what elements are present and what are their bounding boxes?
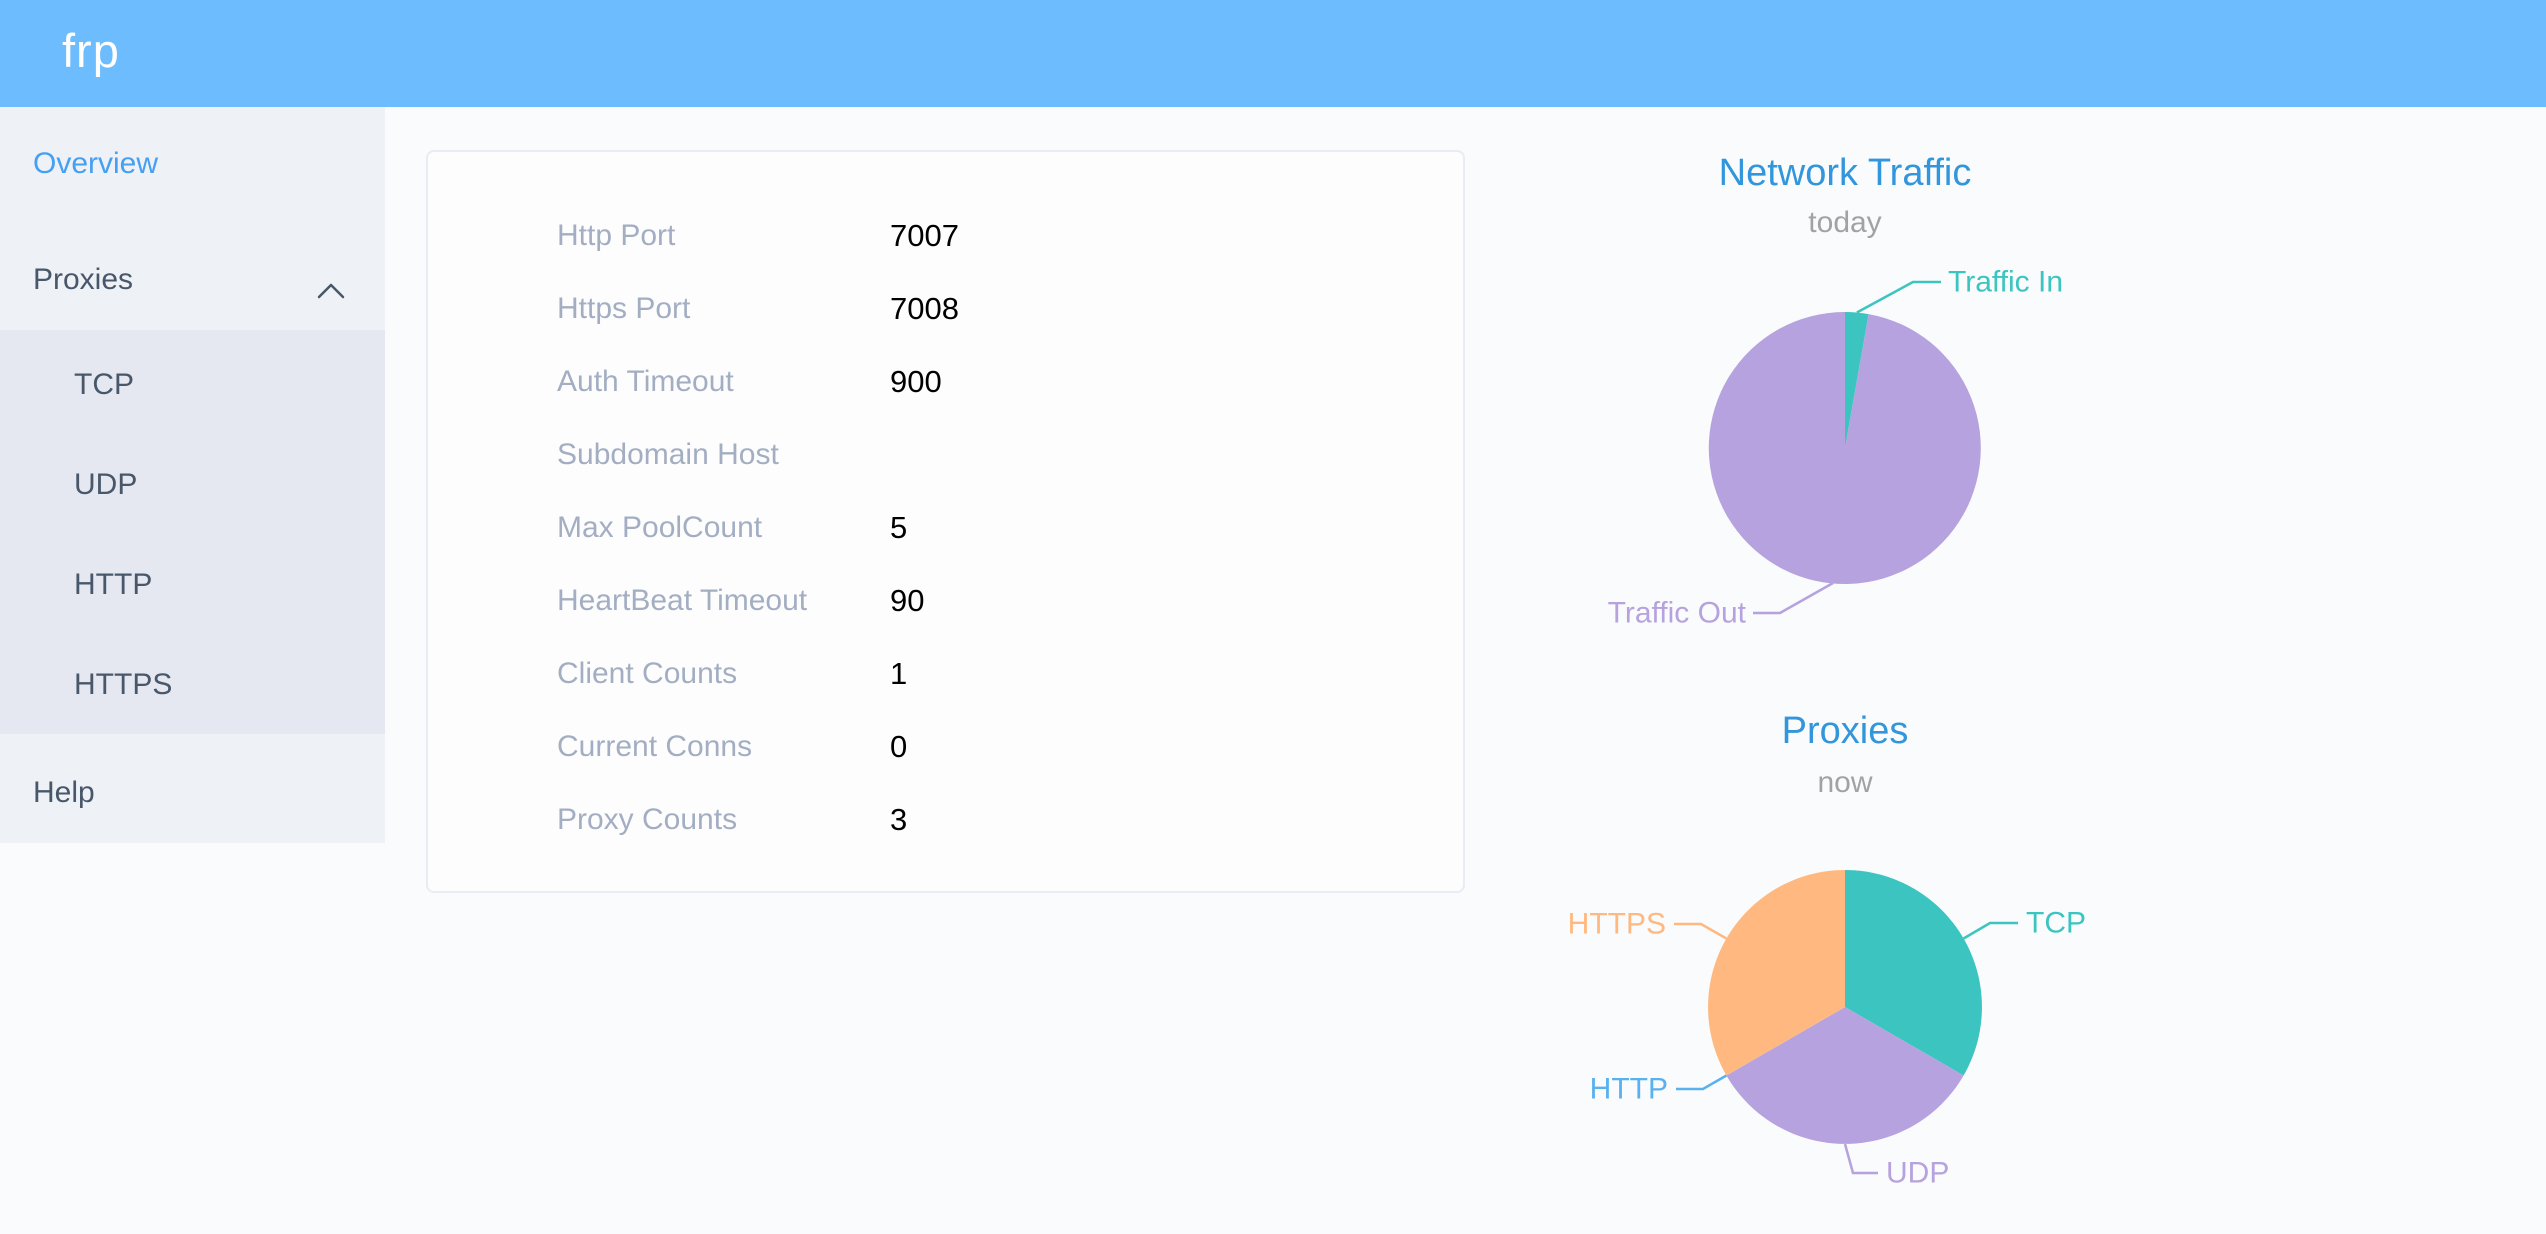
proxies-chart: Proxies now TCP UDP HTTP HTTPS [1535, 0, 2155, 1234]
network-traffic-chart: Network Traffic today Traffic In Traffic… [1535, 0, 2155, 700]
pie-slice-udp[interactable] [1726, 1007, 1964, 1144]
label-line-traffic-in [1856, 280, 1941, 314]
network-traffic-pie: Traffic In Traffic Out [1608, 266, 2063, 630]
sidebar-submenu-proxies: TCP UDP HTTP HTTPS [0, 330, 385, 734]
label-line-http [1676, 1074, 1728, 1091]
sidebar-item-overview[interactable]: Overview [0, 131, 385, 197]
sidebar-item-https[interactable]: HTTPS [0, 652, 385, 718]
app-header: frp [0, 0, 2546, 107]
label-line-udp [1843, 1143, 1878, 1175]
pie-slice-https[interactable] [1708, 870, 1845, 1076]
field-value: 7007 [890, 217, 959, 253]
field-value: 1 [890, 655, 908, 691]
server-info-card: Http Port 7007 Https Port 7008 Auth Time… [426, 150, 1465, 893]
server-info-row: HeartBeat Timeout 90 [428, 564, 1463, 637]
sidebar-item-label: UDP [74, 468, 138, 501]
field-label: Auth Timeout [557, 364, 734, 398]
field-label: Http Port [557, 218, 676, 252]
pie-slice-traffic-out[interactable] [1708, 311, 1981, 584]
field-value: 5 [890, 509, 908, 545]
server-info-row: Client Counts 1 [428, 637, 1463, 710]
pie-slice-traffic-in[interactable] [1845, 312, 1869, 448]
field-label: HeartBeat Timeout [557, 583, 808, 617]
field-value: 90 [890, 582, 925, 618]
field-label: Current Conns [557, 729, 753, 763]
sidebar-item-label: HTTPS [74, 668, 173, 701]
field-label: Https Port [557, 291, 691, 325]
label-line-traffic-out [1753, 581, 1834, 615]
sidebar-item-label: HTTP [74, 568, 153, 601]
chart-subtitle: now [1817, 766, 1873, 799]
sidebar-item-proxies[interactable]: Proxies [0, 247, 385, 313]
sidebar-item-label: Overview [33, 147, 159, 180]
server-info-row: Subdomain Host [428, 418, 1463, 491]
server-info-row: Auth Timeout 900 [428, 345, 1463, 418]
field-label: Max PoolCount [557, 510, 763, 544]
pie-label-https: HTTPS [1568, 908, 1666, 941]
app-logo: frp [62, 23, 120, 77]
field-value: 0 [890, 728, 908, 764]
chart-title: Network Traffic [1718, 152, 1972, 194]
field-label: Subdomain Host [557, 437, 779, 471]
sidebar-item-help[interactable]: Help [0, 760, 385, 826]
pie-slice-tcp[interactable] [1845, 870, 1982, 1076]
chevron-up-icon [317, 273, 345, 307]
label-line-https [1674, 922, 1728, 940]
pie-label-traffic-out: Traffic Out [1608, 597, 1747, 630]
pie-label-tcp: TCP [2026, 907, 2086, 940]
sidebar-item-udp[interactable]: UDP [0, 452, 385, 518]
label-line-tcp [1962, 921, 2018, 940]
sidebar-item-label: Help [33, 776, 95, 809]
field-value: 3 [890, 801, 908, 837]
proxies-pie: TCP UDP HTTP HTTPS [1568, 870, 2086, 1190]
chart-title: Proxies [1781, 710, 1909, 752]
chart-subtitle: today [1808, 206, 1882, 239]
server-info-row: Current Conns 0 [428, 710, 1463, 783]
sidebar-item-label: TCP [74, 368, 134, 401]
field-value: 900 [890, 363, 942, 399]
sidebar-item-tcp[interactable]: TCP [0, 352, 385, 418]
pie-label-traffic-in: Traffic In [1948, 266, 2063, 299]
sidebar-item-http[interactable]: HTTP [0, 552, 385, 618]
server-info-row: Proxy Counts 3 [428, 783, 1463, 856]
server-info-row: Http Port 7007 [428, 199, 1463, 272]
server-info-row: Max PoolCount 5 [428, 491, 1463, 564]
field-label: Client Counts [557, 656, 738, 690]
field-label: Proxy Counts [557, 802, 738, 836]
pie-label-http: HTTP [1590, 1073, 1668, 1106]
sidebar: Overview Proxies TCP UDP HTTP HTTPS Help [0, 107, 385, 843]
field-value: 7008 [890, 290, 959, 326]
pie-label-udp: UDP [1886, 1157, 1949, 1190]
sidebar-item-label: Proxies [33, 263, 134, 296]
server-info-row: Https Port 7008 [428, 272, 1463, 345]
